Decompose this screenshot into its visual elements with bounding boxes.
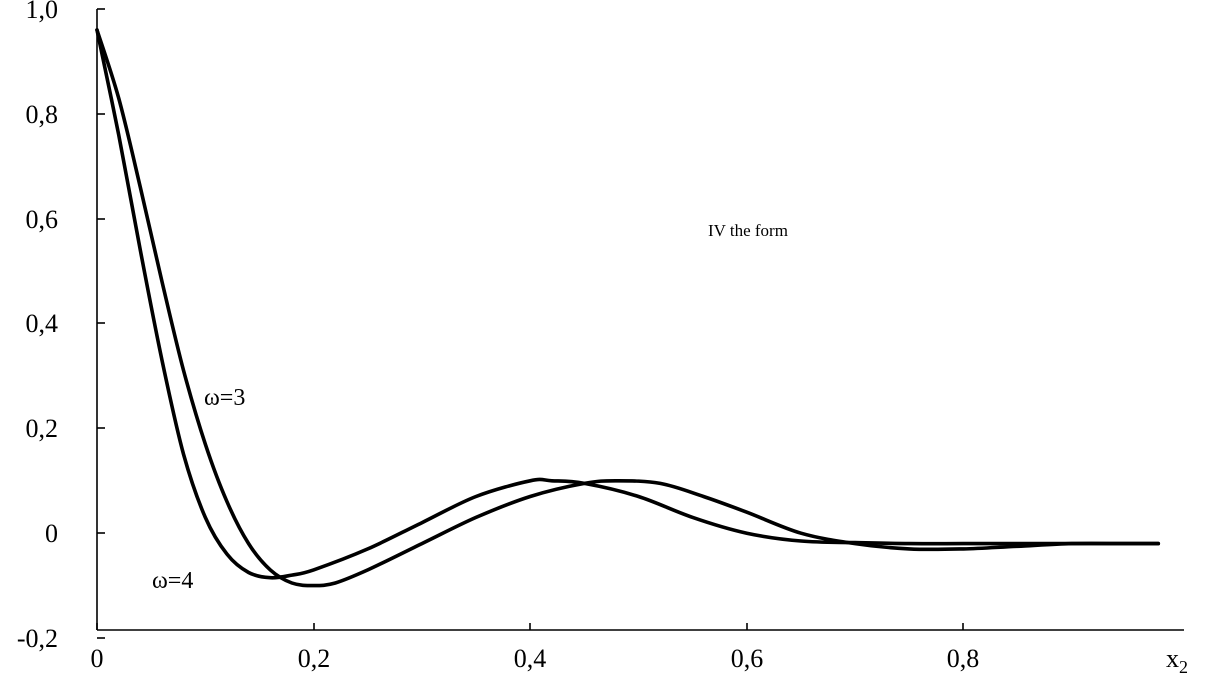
omega-3-label: ω=3 xyxy=(204,385,245,411)
series-line-omega-4 xyxy=(95,28,1161,580)
ticks xyxy=(96,8,964,639)
x-tick-label-0-4: 0,4 xyxy=(514,644,547,673)
y-tick-label-0-4: 0,4 xyxy=(26,309,59,338)
x-axis-title-subscript: 2 xyxy=(1179,657,1188,677)
series-line-omega-3 xyxy=(95,28,1161,588)
y-tick-label-0: 0 xyxy=(45,519,58,548)
omega-4-label: ω=4 xyxy=(152,568,193,594)
form-note: IV the form xyxy=(708,221,788,240)
x-axis-title-main: x xyxy=(1166,644,1179,673)
x-axis-title: x2 xyxy=(1166,644,1188,677)
curves xyxy=(95,28,1161,588)
x-tick-label-0: 0 xyxy=(91,644,104,673)
x-tick-label-0-8: 0,8 xyxy=(947,644,980,673)
y-tick-label-0-8: 0,8 xyxy=(26,100,59,129)
y-tick-label--0-2: -0,2 xyxy=(17,624,58,653)
x-tick-label-0-2: 0,2 xyxy=(298,644,331,673)
y-tick-label-1-0: 1,0 xyxy=(26,0,59,24)
y-tick-label-0-2: 0,2 xyxy=(26,414,59,443)
x-tick-label-0-6: 0,6 xyxy=(731,644,764,673)
tick-labels: -0,2 0 0,2 0,4 0,6 0,8 1,0 0 0,2 0,4 0,6 0,8 xyxy=(17,0,979,673)
y-tick-label-0-6: 0,6 xyxy=(26,205,59,234)
